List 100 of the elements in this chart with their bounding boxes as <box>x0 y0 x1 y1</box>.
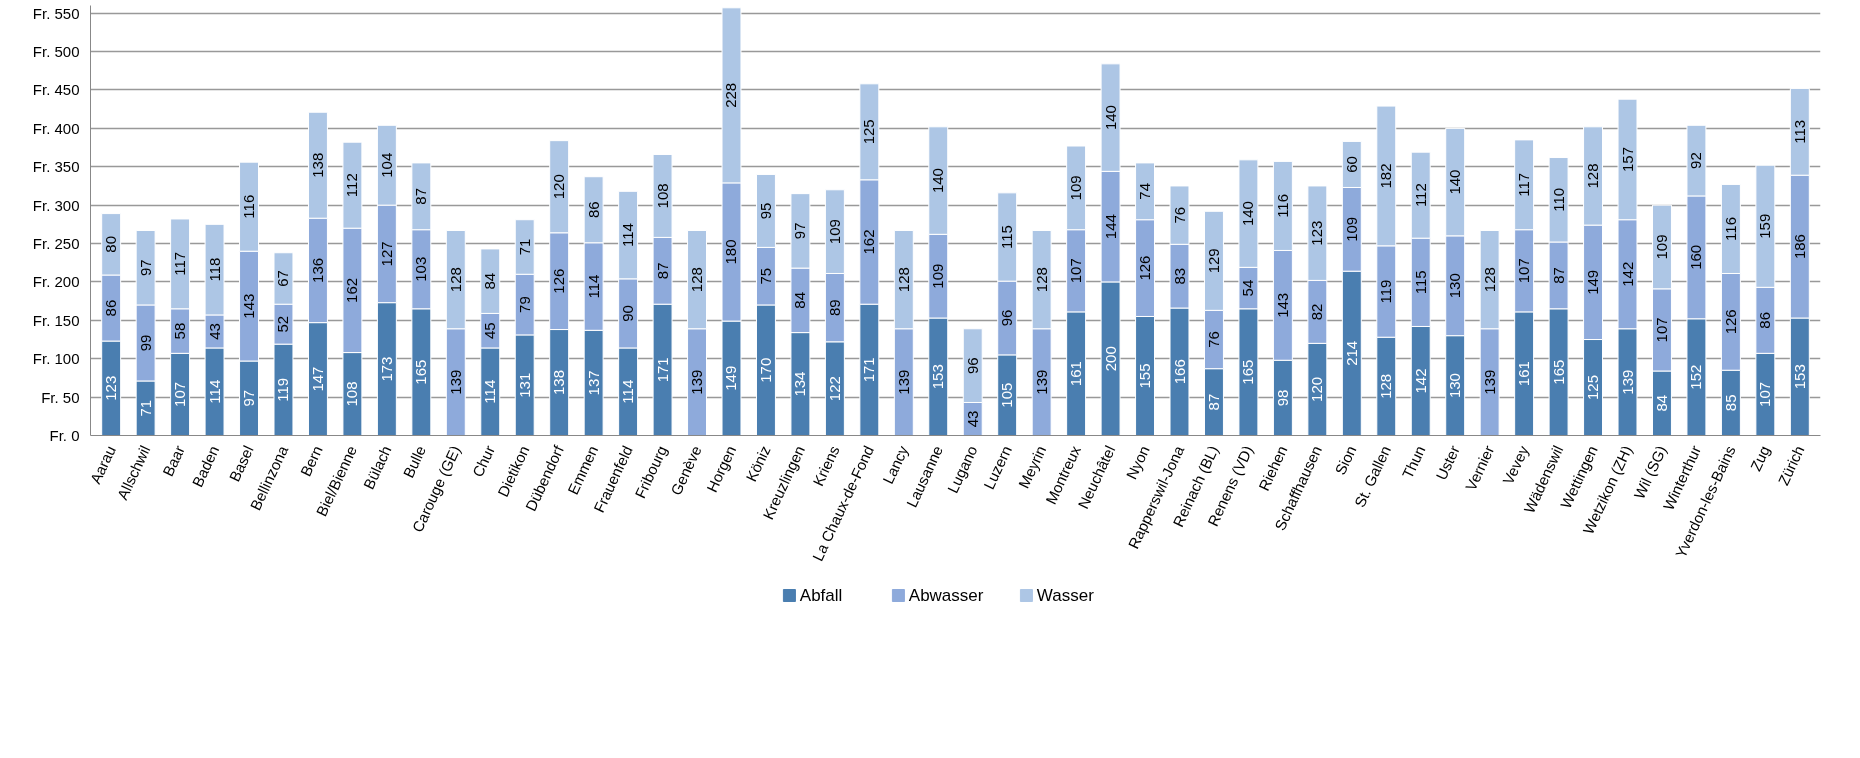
data-label: 54 <box>1239 279 1257 297</box>
data-label: 75 <box>756 267 774 285</box>
data-label: 116 <box>240 194 258 219</box>
data-label: 86 <box>584 201 602 219</box>
data-label: 134 <box>791 371 809 397</box>
data-label: 114 <box>205 379 223 404</box>
data-label: 139 <box>894 369 912 395</box>
data-label: 86 <box>1756 311 1774 329</box>
data-label: 107 <box>1756 381 1774 407</box>
data-label: 149 <box>722 365 740 391</box>
data-label: 155 <box>1136 363 1154 389</box>
data-label: 116 <box>1273 193 1291 218</box>
data-label: 98 <box>1273 389 1291 407</box>
data-label: 45 <box>481 322 499 340</box>
data-label: 128 <box>894 267 912 293</box>
data-label: 165 <box>412 359 430 385</box>
data-label: 112 <box>1411 183 1429 208</box>
data-label: 52 <box>274 315 292 333</box>
data-label: 108 <box>653 183 671 209</box>
data-label: 76 <box>1204 331 1222 348</box>
data-label: 97 <box>240 389 258 407</box>
data-label: 84 <box>481 272 499 290</box>
data-label: 109 <box>929 263 947 289</box>
data-label: 80 <box>102 235 120 253</box>
data-label: 58 <box>171 322 189 340</box>
x-tick-label: Zug <box>1746 442 1774 474</box>
data-label: 138 <box>308 152 326 178</box>
y-tick-label: Fr. 200 <box>32 273 80 291</box>
y-tick-label: Fr. 550 <box>32 4 80 22</box>
data-label: 159 <box>1756 213 1774 239</box>
data-label: 87 <box>653 262 671 280</box>
data-label: 103 <box>412 256 430 282</box>
data-label: 109 <box>825 219 843 245</box>
data-label: 139 <box>1032 369 1050 395</box>
data-label: 85 <box>1721 394 1739 412</box>
data-label: 123 <box>102 375 120 401</box>
data-label: 71 <box>136 399 154 417</box>
data-label: 87 <box>1549 267 1567 284</box>
data-label: 87 <box>412 187 430 205</box>
data-label: 96 <box>998 309 1016 327</box>
data-label: 162 <box>343 277 361 303</box>
data-label: 118 <box>205 257 223 282</box>
x-tick-label: Baar <box>159 442 188 479</box>
data-label: 137 <box>584 370 602 396</box>
data-label: 171 <box>860 357 878 383</box>
data-label: 119 <box>274 377 292 402</box>
data-label: 86 <box>102 299 120 317</box>
data-label: 149 <box>1584 269 1602 295</box>
legend-label: Wasser <box>1036 586 1095 605</box>
data-label: 161 <box>1067 361 1085 387</box>
y-tick-label: Fr. 350 <box>32 158 80 176</box>
data-label: 109 <box>1342 216 1360 242</box>
data-label: 71 <box>515 238 533 256</box>
data-label: 95 <box>756 202 774 220</box>
x-tick-label: Sion <box>1331 442 1360 478</box>
x-tick-label: Thun <box>1398 442 1429 482</box>
data-label: 170 <box>756 357 774 383</box>
data-label: 200 <box>1101 346 1119 372</box>
data-label: 76 <box>1170 206 1188 224</box>
data-label: 143 <box>240 293 258 319</box>
data-label: 104 <box>377 152 395 178</box>
data-label: 116 <box>1721 216 1739 241</box>
data-label: 74 <box>1136 182 1154 200</box>
y-tick-label: Fr. 300 <box>32 196 80 214</box>
data-label: 128 <box>1584 163 1602 189</box>
data-label: 173 <box>377 356 395 382</box>
data-label: 171 <box>653 357 671 383</box>
data-label: 89 <box>825 299 843 316</box>
data-label: 128 <box>688 267 706 293</box>
data-label: 82 <box>1308 303 1326 321</box>
data-label: 140 <box>929 168 947 194</box>
data-label: 165 <box>1239 359 1257 385</box>
data-label: 107 <box>1515 258 1533 284</box>
legend-label: Abwasser <box>908 586 984 605</box>
data-label: 125 <box>860 119 878 145</box>
data-label: 114 <box>481 379 499 404</box>
data-label: 79 <box>515 296 533 313</box>
data-label: 129 <box>1204 248 1222 274</box>
data-label: 107 <box>171 381 189 407</box>
data-label: 43 <box>963 410 981 428</box>
data-label: 119 <box>1377 279 1395 304</box>
data-label: 186 <box>1790 234 1808 260</box>
data-label: 109 <box>1067 175 1085 201</box>
data-label: 139 <box>1618 369 1636 395</box>
data-label: 126 <box>1721 309 1739 335</box>
data-label: 96 <box>963 357 981 374</box>
data-label: 166 <box>1170 359 1188 385</box>
data-label: 60 <box>1342 156 1360 173</box>
data-label: 153 <box>1790 364 1808 390</box>
data-label: 123 <box>1308 220 1326 246</box>
data-label: 140 <box>1446 169 1464 195</box>
data-label: 140 <box>1101 105 1119 131</box>
data-label: 113 <box>1790 119 1808 144</box>
data-label: 107 <box>1067 258 1085 284</box>
data-label: 161 <box>1515 361 1533 387</box>
data-label: 107 <box>1652 317 1670 343</box>
data-label: 139 <box>688 369 706 395</box>
data-label: 110 <box>1549 187 1567 212</box>
x-tick-label: Aarau <box>86 442 119 487</box>
data-label: 162 <box>860 229 878 255</box>
